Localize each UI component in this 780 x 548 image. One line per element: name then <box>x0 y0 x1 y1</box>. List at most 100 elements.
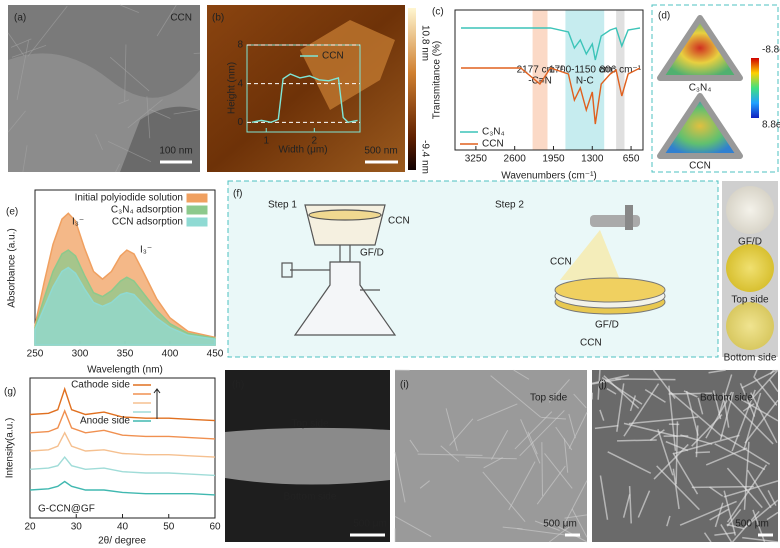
line <box>251 73 358 124</box>
fiber <box>541 442 544 496</box>
fiber <box>723 480 779 498</box>
y-axis-label: Height (nm) <box>227 62 238 114</box>
fiber <box>477 403 518 422</box>
annotation: I₃⁻ <box>72 217 84 228</box>
x-tick-label: 1300 <box>581 154 604 165</box>
tem-flake <box>120 106 200 172</box>
fiber <box>657 429 674 476</box>
fiber <box>95 133 103 150</box>
fiber <box>623 422 678 438</box>
x-tick-label: 300 <box>72 349 89 360</box>
legend-label: Anode side <box>80 416 130 427</box>
fiber <box>705 391 733 439</box>
fiber <box>709 486 724 497</box>
x-tick-label: 350 <box>117 349 134 360</box>
fiber <box>753 369 758 378</box>
fiber <box>675 421 679 485</box>
y-tick-label: 0 <box>237 117 243 128</box>
fiber <box>513 369 530 380</box>
fiber <box>723 490 737 536</box>
fiber <box>685 390 699 436</box>
fiber <box>22 145 28 173</box>
line <box>29 431 216 458</box>
plot-frame <box>454 9 644 151</box>
x-tick-label: 50 <box>163 522 175 533</box>
label: CCN <box>550 257 572 268</box>
x-tick-label: 1950 <box>542 154 565 165</box>
x-axis-label: 2θ/ degree <box>98 536 146 547</box>
fiber <box>743 392 762 451</box>
fiber <box>571 508 588 538</box>
photo-disc <box>726 302 774 350</box>
fiber <box>705 447 748 466</box>
fiber <box>683 390 698 398</box>
fiber <box>742 536 779 543</box>
fiber <box>482 471 526 523</box>
fiber <box>16 40 29 100</box>
label: 500 μm <box>353 519 387 530</box>
legend-label: C₃N₄ adsorption <box>111 205 183 216</box>
fiber <box>599 475 609 520</box>
label: CCN <box>170 13 192 24</box>
x-tick-label: 40 <box>117 522 129 533</box>
x-tick-label: 1 <box>263 136 269 147</box>
fiber <box>156 4 177 37</box>
fiber <box>394 516 432 538</box>
legend-label: CCN adsorption <box>112 217 183 228</box>
fiber <box>615 378 676 381</box>
fiber <box>119 4 140 13</box>
fiber <box>741 369 777 389</box>
annotation: I₃⁻ <box>140 245 152 256</box>
filtration-setup <box>281 204 397 336</box>
x-tick-label: 650 <box>623 154 640 165</box>
fiber <box>519 410 565 457</box>
fiber <box>653 443 689 480</box>
line <box>29 409 216 440</box>
label: Top side <box>530 393 568 404</box>
fiber <box>703 532 712 543</box>
fiber <box>599 409 605 421</box>
fiber <box>568 411 588 449</box>
esp-colorbar <box>751 58 759 118</box>
fiber <box>672 468 680 510</box>
fiber <box>591 378 621 385</box>
fiber <box>490 375 542 418</box>
fiber <box>708 369 726 374</box>
fiber <box>714 443 766 471</box>
dft-frame <box>651 4 779 173</box>
fiber <box>409 439 419 453</box>
band <box>532 10 548 150</box>
esp-model <box>657 15 743 81</box>
fiber <box>568 413 576 439</box>
fiber <box>544 453 573 489</box>
fiber <box>573 393 587 409</box>
fiber <box>731 389 756 452</box>
line <box>29 455 216 477</box>
legend-swatch <box>186 205 208 215</box>
label: CCN <box>388 216 410 227</box>
fiber <box>744 399 779 444</box>
fiber <box>768 379 779 393</box>
label: GF/D <box>738 237 762 248</box>
fiber <box>594 424 619 430</box>
fiber <box>449 418 474 446</box>
legend-label: Initial polyiodide solution <box>75 193 183 204</box>
x-tick-label: 2 <box>312 136 318 147</box>
fiber <box>766 511 779 521</box>
fiber <box>718 374 733 416</box>
fiber <box>508 461 536 511</box>
fiber <box>483 457 503 469</box>
legend-label: CCN <box>482 139 504 150</box>
label: -9.4 nm <box>419 140 430 174</box>
fiber <box>767 490 777 506</box>
legend-arrow <box>153 388 161 419</box>
fiber <box>726 464 768 523</box>
fiber <box>146 96 151 139</box>
legend-label: C₃N₄ <box>482 127 505 138</box>
y-axis-label: Intensity(a.u.) <box>5 418 16 479</box>
line <box>29 480 216 496</box>
sem-image <box>395 370 587 542</box>
fiber <box>607 451 652 474</box>
